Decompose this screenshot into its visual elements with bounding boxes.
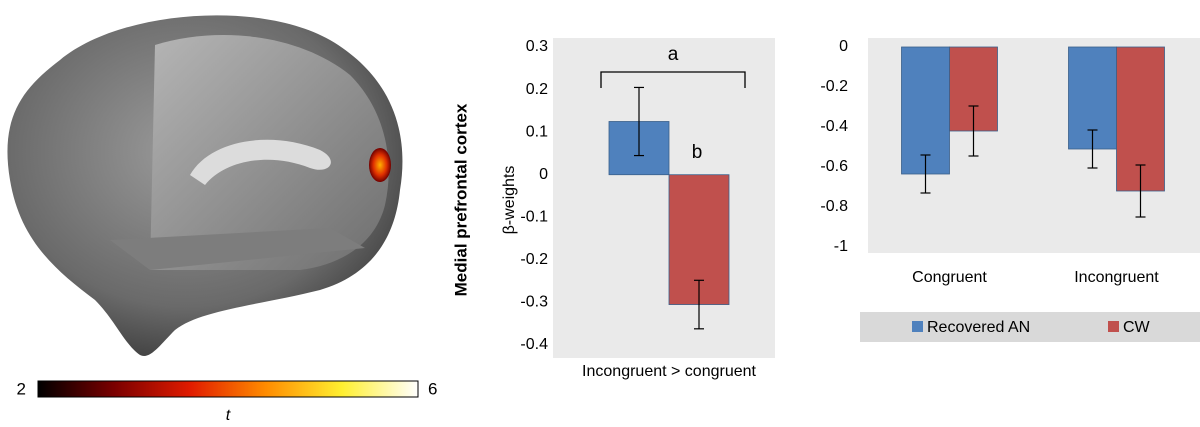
y-tick-label: -0.3 bbox=[520, 294, 548, 311]
colorbar-min: 2 bbox=[17, 379, 26, 398]
y-tick-label: 0 bbox=[839, 38, 848, 55]
y-tick-label: -0.4 bbox=[820, 118, 848, 135]
x-tick-label: Incongruent bbox=[1074, 269, 1159, 286]
legend-swatch bbox=[912, 321, 923, 332]
x-tick-label: Congruent bbox=[912, 269, 987, 286]
y-tick-label: -0.8 bbox=[820, 198, 848, 215]
colorbar-label: t bbox=[226, 407, 231, 424]
y-tick-label: -0.2 bbox=[520, 251, 548, 268]
legend-swatch bbox=[1108, 321, 1119, 332]
plot-background bbox=[553, 38, 775, 358]
y-tick-label: -1 bbox=[834, 238, 848, 255]
y-tick-label: 0.1 bbox=[526, 123, 548, 140]
y-tick-label: -0.6 bbox=[820, 158, 848, 175]
y-tick-label: -0.1 bbox=[520, 209, 548, 226]
activation bbox=[369, 148, 391, 182]
y-tick-label: -0.4 bbox=[520, 336, 548, 353]
y-axis-label: β-weights bbox=[501, 166, 518, 235]
figure: Medial prefrontal cortex β-weights -0.4 -… bbox=[0, 0, 1200, 427]
colorbar-max: 6 bbox=[428, 379, 437, 398]
annotation: b bbox=[692, 142, 703, 163]
colorbar bbox=[38, 381, 418, 397]
brain-image bbox=[7, 15, 402, 356]
y-tick-label: 0.2 bbox=[526, 81, 548, 98]
legend-label: Recovered AN bbox=[927, 319, 1030, 336]
side-label: Medial prefrontal cortex bbox=[451, 103, 470, 296]
y-tick-label: 0.3 bbox=[526, 38, 548, 55]
y-tick-label: -0.2 bbox=[820, 78, 848, 95]
annotation: a bbox=[668, 44, 679, 65]
x-tick-label: Incongruent > congruent bbox=[582, 363, 756, 380]
y-tick-label: 0 bbox=[539, 166, 548, 183]
legend-label: CW bbox=[1123, 319, 1151, 336]
